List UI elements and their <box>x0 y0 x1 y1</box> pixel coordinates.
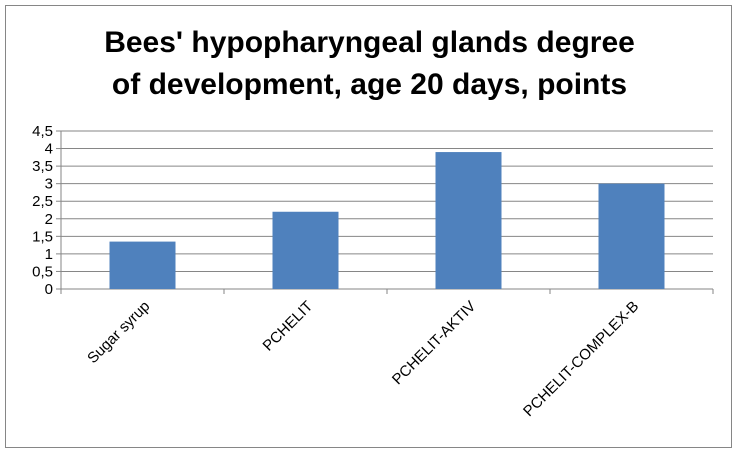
y-tick-label: 1 <box>45 246 53 263</box>
bar <box>272 211 339 289</box>
y-tick-label: 4 <box>45 141 53 158</box>
category-label: PCHELIT <box>260 298 317 355</box>
category-label: Sugar syrup <box>84 298 153 367</box>
y-tick-label: 2,5 <box>32 193 53 210</box>
chart-title-line-1: Bees' hypopharyngeal glands degree <box>104 26 635 59</box>
y-tick-label: 4,5 <box>32 123 53 140</box>
category-label: PCHELIT-COMPLEX-B <box>520 298 642 420</box>
y-tick-label: 0 <box>45 281 53 298</box>
chart-title-line-2: of development, age 20 days, points <box>111 68 628 101</box>
chart-title: Bees' hypopharyngeal glands degree of de… <box>0 22 739 106</box>
y-tick-label: 0,5 <box>32 263 53 280</box>
bar <box>109 241 176 289</box>
y-tick-label: 3,5 <box>32 158 53 175</box>
y-tick-label: 3 <box>45 176 53 193</box>
y-tick-label: 2 <box>45 211 53 228</box>
bar <box>598 183 665 289</box>
bar <box>435 152 502 289</box>
y-tick-label: 1,5 <box>32 228 53 245</box>
category-label: PCHELIT-AKTIV <box>389 298 479 388</box>
